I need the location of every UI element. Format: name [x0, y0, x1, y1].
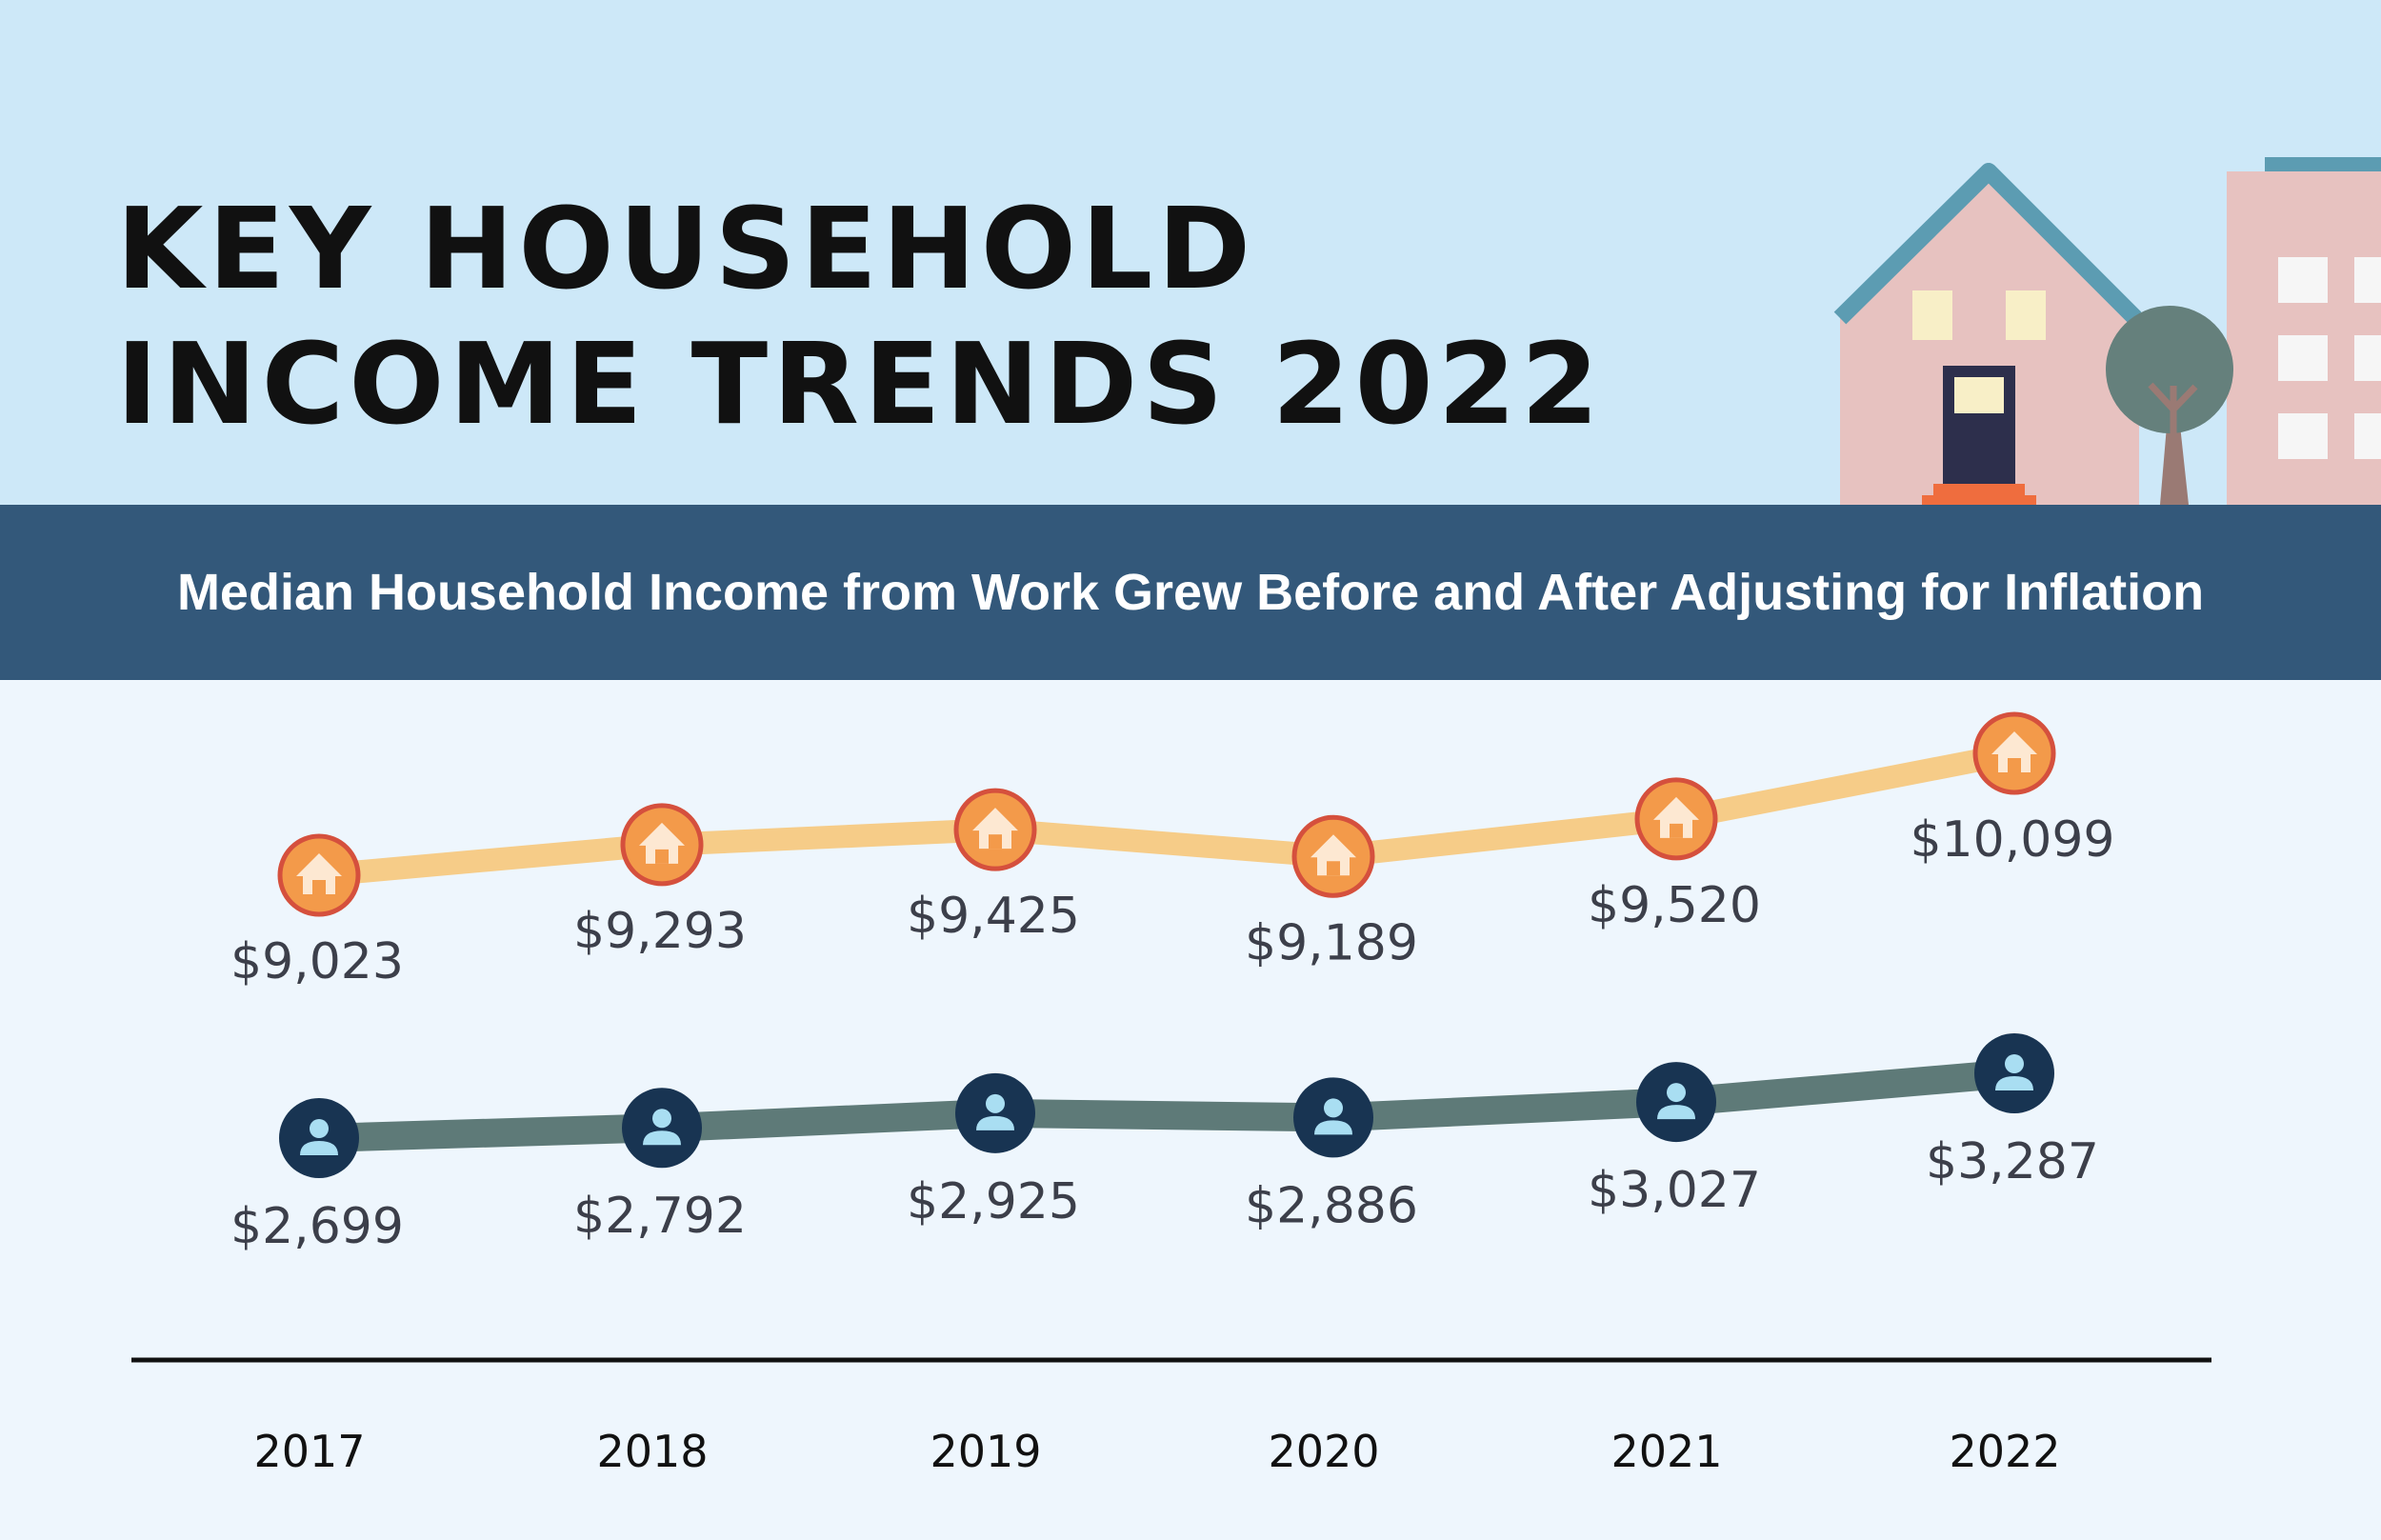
x-tick-label: 2021	[1611, 1426, 1722, 1477]
data-label: $3,027	[1588, 1162, 1761, 1219]
page-title: KEY HOUSEHOLD INCOME TRENDS 2022	[116, 181, 1604, 451]
x-tick-label: 2019	[930, 1426, 1041, 1477]
data-labels: $9,023 $9,293 $9,425 $9,189 $9,520 $10,099 $2,…	[230, 811, 2115, 1255]
data-label: $2,792	[573, 1188, 747, 1245]
x-tick-label: 2020	[1268, 1426, 1379, 1477]
data-label: $9,023	[230, 933, 404, 990]
apartment-building-illustration	[2227, 157, 2381, 505]
data-label: $2,886	[1245, 1177, 1418, 1234]
data-label: $2,925	[907, 1173, 1080, 1230]
house-icon	[277, 833, 361, 917]
person-icon	[955, 1072, 1035, 1153]
subtitle-band: Median Household Income from Work Grew B…	[0, 505, 2381, 680]
x-tick-label: 2017	[253, 1426, 365, 1477]
house-icon	[1291, 814, 1375, 898]
person-icon	[622, 1088, 702, 1169]
data-label: $9,520	[1588, 877, 1761, 934]
title-line-2: INCOME TRENDS 2022	[116, 318, 1604, 450]
series-lines	[305, 742, 2029, 1152]
person-icon	[1293, 1077, 1373, 1158]
data-label: $2,699	[230, 1198, 404, 1255]
data-label: $9,189	[1245, 914, 1418, 971]
person-icon	[279, 1098, 359, 1178]
header-banner: KEY HOUSEHOLD INCOME TRENDS 2022	[0, 0, 2381, 505]
data-label: $10,099	[1910, 811, 2114, 869]
house-icon	[620, 803, 704, 887]
income-line-chart: $9,023 $9,293 $9,425 $9,189 $9,520 $10,099 $2,…	[131, 711, 2211, 1477]
series-line-1	[308, 742, 2026, 887]
data-label: $9,425	[907, 888, 1080, 945]
series-markers	[277, 711, 2056, 1178]
house-icon	[1634, 777, 1718, 861]
data-label: $9,293	[573, 903, 747, 960]
tree-illustration	[2106, 306, 2233, 505]
chart-subtitle: Median Household Income from Work Grew B…	[176, 564, 2205, 621]
header-illustration	[1833, 157, 2381, 505]
house-illustration	[1833, 163, 2142, 505]
title-line-1: KEY HOUSEHOLD	[116, 183, 1256, 314]
person-icon	[1974, 1033, 2054, 1113]
x-axis-tick-labels: 2017 2018 2019 2020 2021 2022	[253, 1426, 2060, 1477]
person-icon	[1636, 1062, 1716, 1143]
house-icon	[1972, 711, 2056, 795]
house-icon	[953, 788, 1037, 871]
x-tick-label: 2022	[1949, 1426, 2060, 1477]
series-line-2	[305, 1059, 2029, 1152]
x-tick-label: 2018	[596, 1426, 708, 1477]
data-label: $3,287	[1926, 1133, 2099, 1190]
